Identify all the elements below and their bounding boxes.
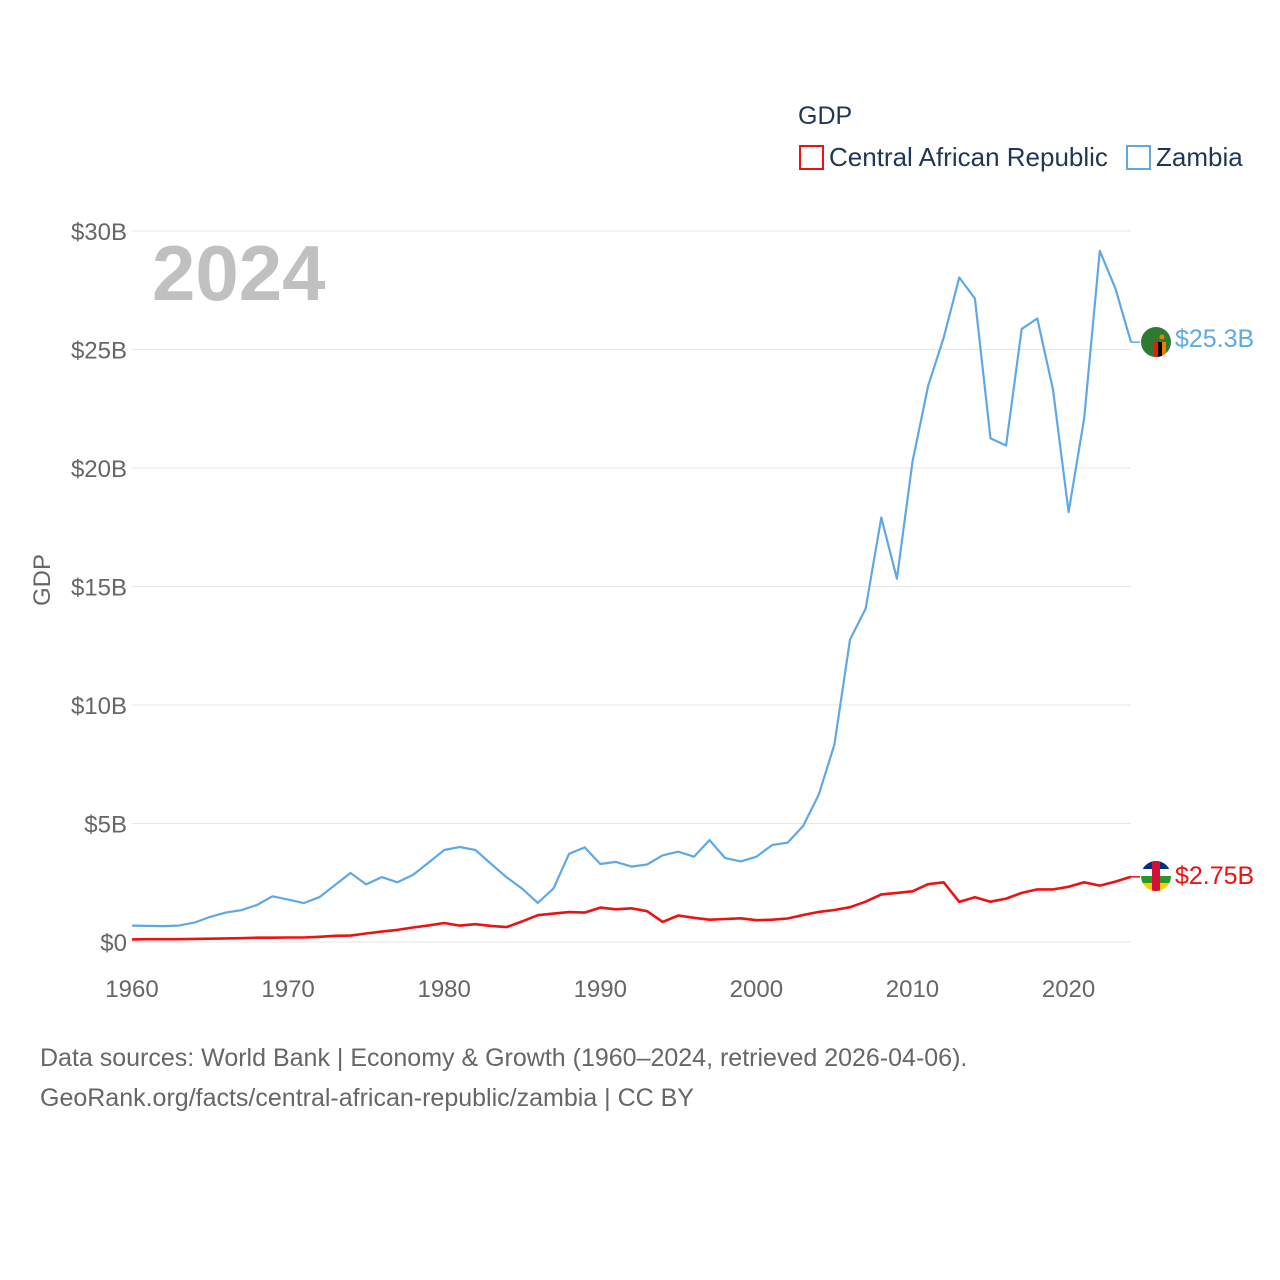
- legend-label-zambia[interactable]: Zambia: [1156, 142, 1243, 172]
- y-tick-label: $20B: [71, 456, 127, 483]
- x-tick-label: 1970: [261, 976, 314, 1003]
- x-tick-label: 2010: [886, 976, 939, 1003]
- source-url-note: GeoRank.org/facts/central-african-republ…: [40, 1084, 694, 1112]
- legend-swatch-central-african-republic[interactable]: [799, 145, 824, 170]
- series-lines: [131, 249, 1140, 941]
- x-tick-label: 1980: [417, 976, 470, 1003]
- y-tick-label: $30B: [71, 219, 127, 246]
- end-label-central-african-republic: $2.75B: [1175, 862, 1254, 890]
- y-axis-ticks: $0 $5B $10B $15B $20B $25B $30B: [71, 219, 127, 957]
- legend-title: GDP: [798, 102, 852, 130]
- y-tick-label: $0: [100, 930, 127, 957]
- y-tick-label: $10B: [71, 693, 127, 720]
- y-tick-label: $15B: [71, 575, 127, 602]
- x-tick-label: 2000: [730, 976, 783, 1003]
- y-tick-label: $25B: [71, 338, 127, 365]
- x-axis-ticks: 1960 1970 1980 1990 2000 2010 2020: [105, 976, 1095, 1003]
- gridlines: [132, 230, 1131, 943]
- year-label: 2024: [152, 229, 326, 317]
- data-source-note: Data sources: World Bank | Economy & Gro…: [40, 1044, 968, 1072]
- x-tick-label: 1960: [105, 976, 158, 1003]
- end-label-zambia: $25.3B: [1175, 325, 1254, 353]
- zambia-flag-icon: [1141, 327, 1171, 357]
- central-african-republic-flag-icon: [1141, 861, 1171, 891]
- x-tick-label: 2020: [1042, 976, 1095, 1003]
- y-tick-label: $5B: [84, 812, 127, 839]
- y-axis-label: GDP: [29, 554, 56, 606]
- x-tick-label: 1990: [574, 976, 627, 1003]
- series-line-zambia[interactable]: [131, 249, 1133, 928]
- legend-swatch-zambia[interactable]: [1126, 145, 1151, 170]
- legend[interactable]: GDP Central African Republic Zambia: [798, 102, 1243, 172]
- legend-label-central-african-republic[interactable]: Central African Republic: [829, 142, 1108, 172]
- series-line-central-african-republic[interactable]: [131, 875, 1132, 941]
